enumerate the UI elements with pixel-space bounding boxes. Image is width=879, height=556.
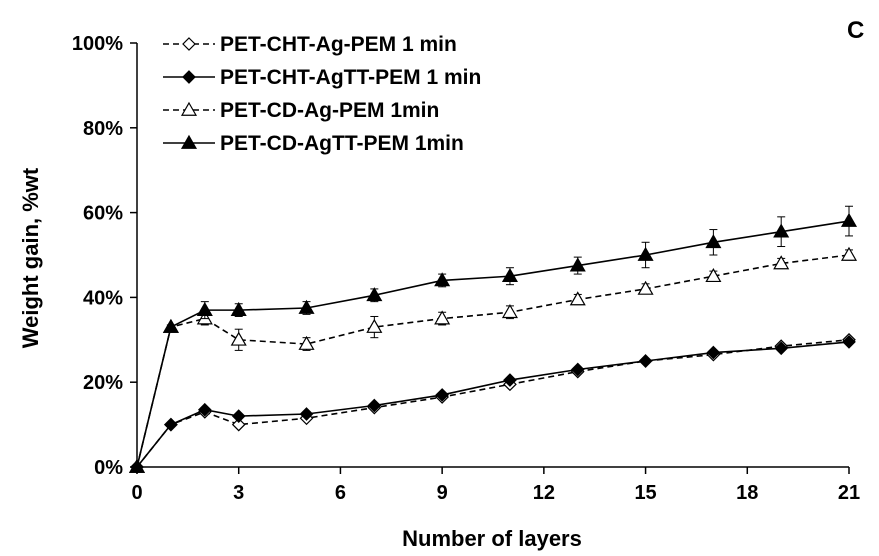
x-tick-label: 0 [131,482,142,504]
legend-label: PET-CHT-Ag-PEM 1 min [220,33,457,56]
data-point [569,257,586,272]
data-point [231,409,246,423]
y-tick-label: 0% [94,457,123,479]
data-point [164,417,178,432]
data-point [773,255,790,270]
data-point [434,272,451,287]
data-point [435,388,449,402]
data-point [366,287,383,302]
data-point [569,291,586,306]
legend: PET-CHT-Ag-PEM 1 min PET-CHT-AgTT-PEM 1 m… [163,33,481,155]
data-point [842,335,856,349]
data-point [840,246,858,261]
x-axis-title: Number of layers [402,526,582,551]
legend-marker [182,37,196,51]
series-2 [130,335,856,474]
y-tick-label: 20% [83,372,123,394]
data-point [705,267,722,283]
series-1 [130,332,856,474]
x-tick-label: 6 [335,482,346,504]
data-point [773,223,790,238]
data-point [162,318,179,333]
data-point [231,417,246,432]
series-line [136,254,850,468]
data-point [706,345,721,360]
data-point [299,407,314,421]
data-point [637,280,654,295]
x-tick-label: 18 [736,482,758,504]
data-point [366,318,383,333]
legend-entry-2: PET-CHT-AgTT-PEM 1 min [163,66,481,89]
y-tick-label: 100% [72,33,123,55]
data-point [638,354,653,368]
legend-label: PET-CD-AgTT-PEM 1min [220,132,464,155]
x-tick-label: 9 [437,482,448,504]
x-tick-label: 15 [634,482,656,504]
data-point [197,402,212,417]
data-point [637,246,654,261]
y-axis: 0% 20% 40% 60% 80% 100% [72,33,138,479]
y-axis-title: Weight gain, %wt [18,167,43,348]
data-point [298,335,315,350]
data-point [230,301,247,316]
y-tick-label: 40% [83,287,123,309]
data-point [434,310,451,325]
panel-letter: C [847,17,864,44]
data-point [230,331,247,346]
data-point [705,234,722,249]
series-3 [128,246,858,473]
series-line [136,339,850,468]
data-point [840,212,858,227]
x-tick-label: 12 [533,482,555,504]
legend-marker [180,101,198,116]
data-point [501,304,518,319]
data-point [196,301,213,316]
legend-label: PET-CD-Ag-PEM 1min [220,99,439,122]
data-point [298,299,315,314]
data-point [367,398,382,413]
x-tick-label: 21 [838,482,860,504]
series-line [136,341,850,468]
data-point [503,373,517,387]
data-point [774,341,789,356]
data-point [570,362,585,377]
series-4 [128,205,858,473]
legend-marker [182,70,196,84]
legend-marker [180,134,198,149]
legend-entry-1: PET-CHT-Ag-PEM 1 min [163,33,457,56]
y-tick-label: 60% [83,203,123,225]
plot-area [128,205,858,474]
legend-label: PET-CHT-AgTT-PEM 1 min [220,66,481,89]
y-tick-label: 80% [83,118,123,140]
x-tick-label: 3 [233,482,244,504]
legend-entry-3: PET-CD-Ag-PEM 1min [163,99,439,122]
legend-entry-4: PET-CD-AgTT-PEM 1min [163,132,464,155]
data-point [501,267,518,283]
x-axis: 0 3 6 9 12 15 18 21 [131,466,860,504]
